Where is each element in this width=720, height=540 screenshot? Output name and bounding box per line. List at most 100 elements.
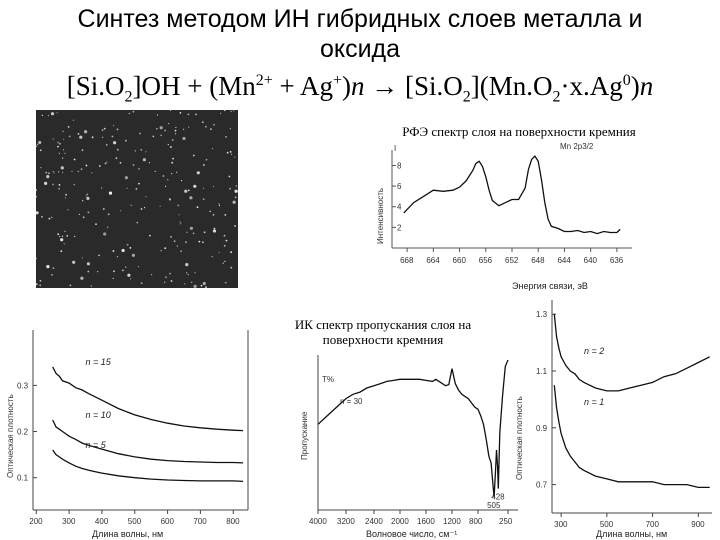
particle-dot — [107, 213, 110, 216]
uvr-y-tick-label: 1.3 — [536, 310, 548, 319]
particle-dot — [224, 214, 227, 216]
uvr-y-tick-label: 1.1 — [536, 367, 548, 376]
particle-dot — [203, 231, 206, 234]
xps-corner-mark: I — [394, 144, 396, 153]
xps-x-tick-label: 660 — [453, 256, 467, 265]
uvl-series-label: n = 10 — [86, 410, 111, 420]
xps-y-tick-label: 8 — [397, 161, 402, 170]
xps-caption: РФЭ спектр слоя на поверхности кремния — [402, 124, 636, 139]
particle-dot — [91, 136, 94, 139]
particle-dot — [95, 223, 97, 226]
particle-dot — [164, 247, 167, 250]
particle-dot — [159, 205, 161, 207]
slide-title-line1: Синтез методом ИН гибридных слоев металл… — [77, 5, 643, 33]
particle-dot — [125, 266, 127, 268]
particle-dot — [234, 196, 237, 199]
particle-dot — [167, 144, 169, 146]
particle-dot — [230, 266, 233, 269]
particle-dot — [165, 185, 167, 187]
particle-dot — [112, 250, 115, 253]
particle-dot — [234, 156, 236, 158]
particle-dot — [47, 115, 49, 117]
ir-chart: T% n = 30 Волновое число, см⁻¹ Пропускан… — [300, 355, 518, 539]
particle-dot — [224, 281, 227, 284]
particle-dot — [187, 274, 189, 276]
particle-dot — [127, 273, 131, 277]
particle-dot — [36, 257, 37, 260]
particle-dot — [165, 276, 167, 279]
uvl-x-tick-label: 600 — [161, 517, 175, 526]
particle-dot — [152, 135, 155, 138]
xps-x-tick-label: 640 — [584, 256, 598, 265]
uvl-y-tick-label: 0.1 — [17, 474, 29, 483]
particle-dot — [136, 221, 139, 224]
particle-dot — [121, 248, 125, 253]
xps-x-tick-label: 668 — [400, 256, 414, 265]
particle-dot — [143, 207, 146, 209]
particle-dot — [112, 277, 114, 279]
particle-dot — [44, 181, 48, 185]
particle-dot — [80, 276, 84, 280]
uvl-x-tick-label: 500 — [128, 517, 142, 526]
particle-dot — [46, 265, 50, 269]
particle-dot — [176, 245, 178, 247]
particle-dot — [84, 130, 88, 134]
particle-dot — [46, 175, 50, 179]
particle-dot — [212, 229, 217, 233]
particle-dot — [51, 274, 53, 276]
particle-dot — [132, 110, 135, 113]
uvr-x-tick-label: 500 — [600, 520, 614, 529]
particle-dot — [64, 152, 66, 154]
reaction-formula: [Si.O2]OH + (Mn2+ + Ag+)n → [Si.O2](Mn.O… — [66, 71, 654, 106]
particle-dot — [196, 206, 199, 209]
particle-dot — [192, 154, 195, 157]
particle-dot — [231, 153, 233, 155]
particle-dot — [103, 232, 107, 236]
particle-dot — [175, 133, 177, 135]
particle-dot — [74, 235, 76, 237]
particle-dot — [178, 214, 180, 216]
particle-dot — [52, 138, 54, 140]
particle-dot — [175, 126, 177, 128]
particle-dot — [62, 171, 64, 173]
ir-peak-label: 428 — [491, 493, 505, 502]
particle-dot — [181, 180, 183, 182]
particle-dot — [234, 225, 237, 227]
xps-y-tick-label: 2 — [397, 223, 402, 232]
ir-caption: ИК спектр пропускания слоя на поверхност… — [294, 317, 472, 347]
particle-dot — [213, 123, 215, 126]
particle-dot — [223, 244, 226, 247]
particle-dot — [124, 176, 128, 180]
uvr-y-label: Оптическая плотность — [515, 396, 524, 480]
particle-dot — [138, 167, 140, 170]
particle-dot — [62, 130, 64, 132]
xps-chart: Mn 2p3/2 I Энергия связи, эВ Интенсивнос… — [376, 142, 632, 291]
particle-dot — [162, 175, 165, 177]
particle-dot — [103, 127, 106, 130]
particle-dot — [63, 138, 65, 140]
slide-title-line2: оксида — [319, 35, 401, 63]
particle-dot — [53, 172, 55, 174]
particle-dot — [177, 204, 180, 207]
particle-dot — [65, 193, 67, 196]
particle-dot — [60, 238, 64, 242]
uvr-series-label: n = 1 — [584, 397, 604, 407]
particle-dot — [202, 281, 206, 286]
particle-dot — [57, 141, 59, 144]
particle-dot — [193, 284, 197, 288]
ir-spectrum-line — [317, 359, 509, 498]
ir-x-tick-label: 2400 — [365, 517, 383, 526]
particle-dot — [77, 170, 79, 173]
particle-dot — [131, 253, 135, 257]
particle-dot — [187, 189, 190, 192]
particle-dot — [60, 250, 63, 253]
particle-dot — [171, 161, 174, 164]
particle-dot — [126, 243, 129, 246]
ir-x-label: Волновое число, см⁻¹ — [366, 529, 457, 539]
particle-dot — [225, 136, 228, 138]
particle-dot — [62, 149, 65, 151]
uvr-series-label: n = 2 — [584, 346, 604, 356]
particle-dot — [45, 171, 48, 174]
particle-dot — [62, 235, 64, 237]
